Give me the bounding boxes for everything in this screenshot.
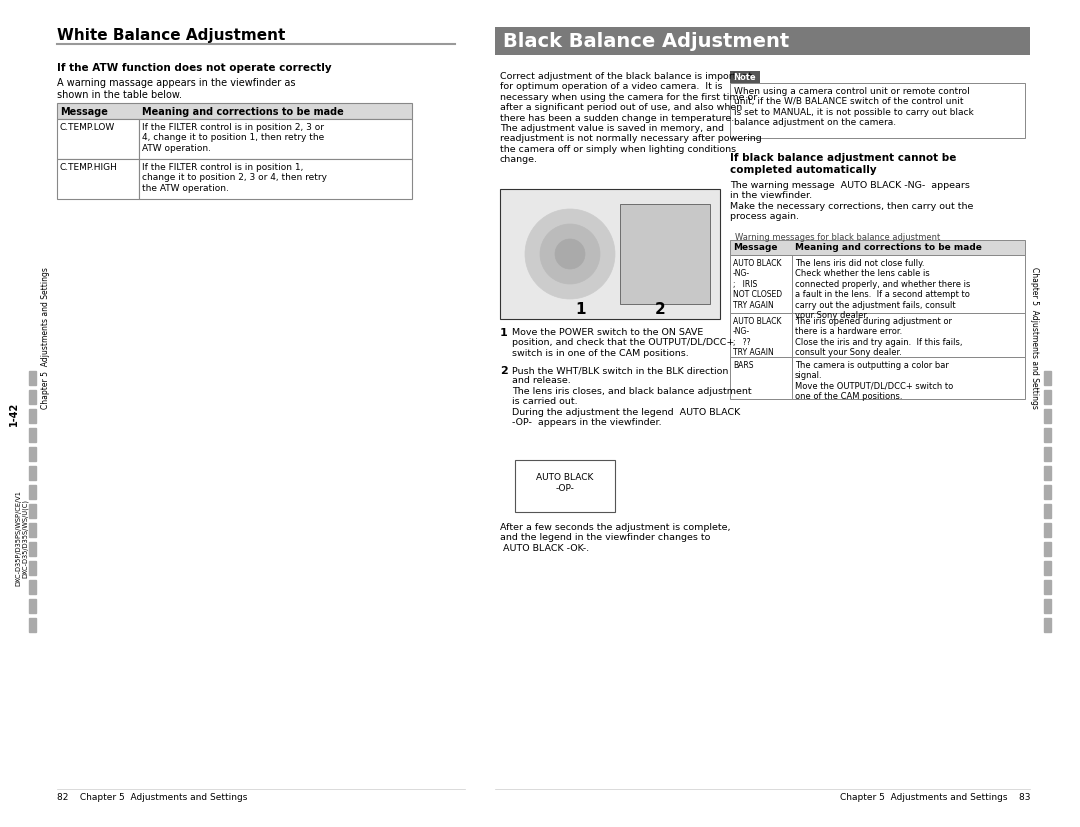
Bar xyxy=(1044,447,1051,461)
Text: Note: Note xyxy=(733,74,756,83)
Text: AUTO BLACK
-NG-
;   IRIS
NOT CLOSED
TRY AGAIN: AUTO BLACK -NG- ; IRIS NOT CLOSED TRY AG… xyxy=(733,259,782,309)
Bar xyxy=(1044,466,1051,480)
Bar xyxy=(1044,485,1051,500)
Text: The lens iris did not close fully.
Check whether the lens cable is
connected pro: The lens iris did not close fully. Check… xyxy=(795,259,970,319)
Bar xyxy=(1044,600,1051,614)
Bar xyxy=(730,256,792,313)
Text: White Balance Adjustment: White Balance Adjustment xyxy=(57,28,285,43)
Bar xyxy=(792,256,1025,313)
Text: The warning message  AUTO BLACK -NG-  appears
in the viewfinder.
Make the necess: The warning message AUTO BLACK -NG- appe… xyxy=(730,181,973,221)
Bar xyxy=(730,84,1025,139)
Text: Meaning and corrections to be made: Meaning and corrections to be made xyxy=(795,242,982,251)
Text: The iris opened during adjustment or
there is a hardware error.
Close the iris a: The iris opened during adjustment or the… xyxy=(795,317,962,356)
Text: If the FILTER control is in position 1,
change it to position 2, 3 or 4, then re: If the FILTER control is in position 1, … xyxy=(141,163,327,193)
Text: Chapter 5  Adjustments and Settings: Chapter 5 Adjustments and Settings xyxy=(1029,267,1039,409)
Bar xyxy=(29,543,36,557)
Circle shape xyxy=(540,225,600,284)
Bar xyxy=(792,357,1025,399)
Bar xyxy=(29,428,36,442)
Text: Warning messages for black balance adjustment: Warning messages for black balance adjus… xyxy=(735,232,941,241)
Text: AUTO BLACK
-NG-
;   ??
TRY AGAIN: AUTO BLACK -NG- ; ?? TRY AGAIN xyxy=(733,317,782,356)
Bar xyxy=(500,189,720,319)
Text: If the FILTER control is in position 2, 3 or
4, change it to position 1, then re: If the FILTER control is in position 2, … xyxy=(141,123,324,153)
Text: 2: 2 xyxy=(654,302,665,317)
Text: When using a camera control unit or remote control
unit, if the W/B BALANCE swit: When using a camera control unit or remo… xyxy=(734,87,974,127)
Bar xyxy=(29,600,36,614)
Bar xyxy=(1044,409,1051,423)
Bar xyxy=(139,160,411,200)
Bar xyxy=(620,205,710,304)
Text: Chapter 5  Adjustments and Settings: Chapter 5 Adjustments and Settings xyxy=(41,267,51,409)
Text: 1: 1 xyxy=(575,302,585,317)
Bar xyxy=(29,371,36,385)
Bar xyxy=(29,562,36,576)
Bar xyxy=(1044,523,1051,538)
Text: If black balance adjustment cannot be
completed automatically: If black balance adjustment cannot be co… xyxy=(730,153,957,174)
Bar xyxy=(29,619,36,632)
Bar xyxy=(57,104,411,120)
Bar xyxy=(1044,581,1051,595)
Bar xyxy=(29,390,36,404)
Text: DXC-D35P/D35PS/WSP/CE/V1
DXC-D35/D35S/WS/U(C): DXC-D35P/D35PS/WSP/CE/V1 DXC-D35/D35S/WS… xyxy=(15,490,29,586)
Bar xyxy=(139,120,411,160)
Bar xyxy=(1044,543,1051,557)
Bar xyxy=(29,409,36,423)
Text: A warning massage appears in the viewfinder as
shown in the table below.: A warning massage appears in the viewfin… xyxy=(57,78,296,99)
Text: Correct adjustment of the black balance is important
for optimum operation of a : Correct adjustment of the black balance … xyxy=(500,72,761,164)
Bar xyxy=(515,461,615,513)
Bar xyxy=(730,357,792,399)
Text: Move the POWER switch to the ON SAVE
position, and check that the OUTPUT/DL/DCC+: Move the POWER switch to the ON SAVE pos… xyxy=(512,327,734,357)
Text: Message: Message xyxy=(60,107,108,117)
Bar xyxy=(29,447,36,461)
Text: Chapter 5  Adjustments and Settings    83: Chapter 5 Adjustments and Settings 83 xyxy=(839,792,1030,801)
Text: C.TEMP.LOW: C.TEMP.LOW xyxy=(60,123,116,131)
Bar xyxy=(1044,428,1051,442)
Bar xyxy=(29,504,36,519)
Bar xyxy=(1044,504,1051,519)
Text: AUTO BLACK
-OP-: AUTO BLACK -OP- xyxy=(537,473,594,492)
Bar xyxy=(1044,562,1051,576)
Bar xyxy=(29,485,36,500)
Circle shape xyxy=(525,210,615,299)
Text: Meaning and corrections to be made: Meaning and corrections to be made xyxy=(141,107,343,117)
Bar xyxy=(57,120,139,160)
Bar xyxy=(29,581,36,595)
Text: 1: 1 xyxy=(500,327,508,337)
Text: C.TEMP.HIGH: C.TEMP.HIGH xyxy=(60,163,118,172)
Text: 82    Chapter 5  Adjustments and Settings: 82 Chapter 5 Adjustments and Settings xyxy=(57,792,247,801)
Text: Push the WHT/BLK switch in the BLK direction
and release.
The lens iris closes, : Push the WHT/BLK switch in the BLK direc… xyxy=(512,366,752,427)
Bar xyxy=(495,28,1030,56)
Circle shape xyxy=(555,240,585,270)
Text: 2: 2 xyxy=(500,366,508,375)
Bar xyxy=(792,313,1025,357)
Bar xyxy=(1044,371,1051,385)
Text: BARS: BARS xyxy=(733,361,754,370)
Text: Message: Message xyxy=(733,242,778,251)
Text: If the ATW function does not operate correctly: If the ATW function does not operate cor… xyxy=(57,63,332,73)
Bar xyxy=(730,313,792,357)
Text: Black Balance Adjustment: Black Balance Adjustment xyxy=(503,32,789,51)
Bar xyxy=(730,72,760,84)
Bar xyxy=(29,466,36,480)
Bar xyxy=(1044,619,1051,632)
Bar xyxy=(730,241,1025,256)
Text: After a few seconds the adjustment is complete,
and the legend in the viewfinder: After a few seconds the adjustment is co… xyxy=(500,523,730,552)
Bar xyxy=(57,160,139,200)
Bar xyxy=(29,523,36,538)
Text: The camera is outputting a color bar
signal.
Move the OUTPUT/DL/DCC+ switch to
o: The camera is outputting a color bar sig… xyxy=(795,361,954,401)
Text: 1-42: 1-42 xyxy=(9,401,19,426)
Bar xyxy=(1044,390,1051,404)
